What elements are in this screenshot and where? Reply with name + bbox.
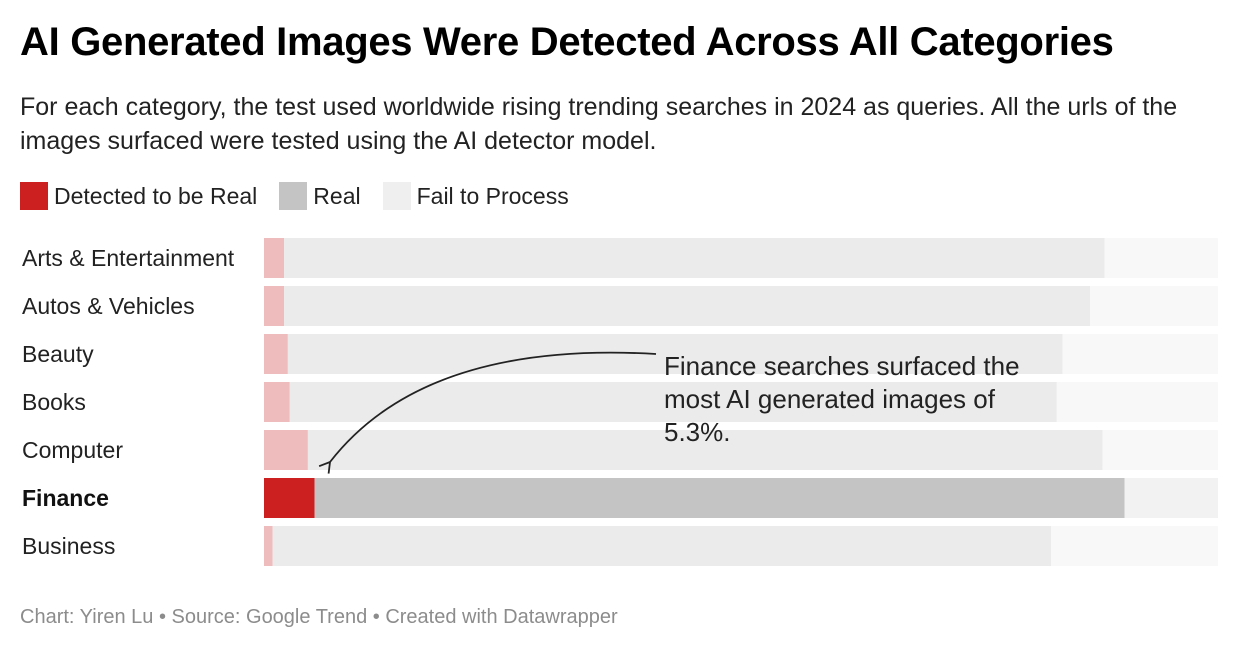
legend-swatch-real bbox=[279, 182, 308, 210]
bar-segment-beauty-real bbox=[287, 334, 1063, 374]
bar-segment-autos-vehicles-real bbox=[284, 286, 1091, 326]
bar-segment-autos-vehicles-detected-real bbox=[264, 286, 285, 326]
bar-segment-autos-vehicles-fail-to-process bbox=[1090, 286, 1218, 326]
legend-swatch-fail bbox=[382, 182, 411, 210]
category-label-business: Business bbox=[22, 533, 115, 559]
bar-segment-books-detected-real bbox=[264, 382, 290, 422]
annotation-arrow bbox=[318, 351, 657, 474]
bar-segment-finance-detected-real bbox=[264, 478, 315, 518]
legend-item-real: Real bbox=[279, 182, 361, 210]
category-label-autos-vehicles: Autos & Vehicles bbox=[22, 293, 195, 319]
legend: Detected to be Real Real Fail to Process bbox=[20, 182, 591, 210]
legend-item-ai: Detected to be Real bbox=[20, 182, 257, 210]
category-label-computer: Computer bbox=[22, 437, 123, 463]
category-label-beauty: Beauty bbox=[22, 341, 94, 367]
bar-segment-books-real bbox=[289, 382, 1057, 422]
category-label-arts-entertainment: Arts & Entertainment bbox=[22, 245, 235, 271]
legend-label-real: Real bbox=[313, 182, 361, 209]
bar-segment-arts-entertainment-detected-real bbox=[264, 238, 285, 278]
bar-segment-beauty-detected-real bbox=[264, 334, 288, 374]
bar-segment-arts-entertainment-fail-to-process bbox=[1104, 238, 1218, 278]
bar-segment-beauty-fail-to-process bbox=[1062, 334, 1218, 374]
legend-swatch-ai bbox=[20, 182, 48, 210]
bar-segment-finance-real bbox=[314, 478, 1125, 518]
bar-segment-business-detected-real bbox=[264, 526, 273, 566]
bar-segment-finance-fail-to-process bbox=[1124, 478, 1218, 518]
bar-segment-business-fail-to-process bbox=[1051, 526, 1218, 566]
legend-label-ai: Detected to be Real bbox=[54, 182, 258, 209]
chart-title: AI Generated Images Were Detected Across… bbox=[20, 20, 1114, 64]
bar-segment-computer-detected-real bbox=[264, 430, 308, 470]
chart-footer: Chart: Yiren Lu • Source: Google Trend •… bbox=[20, 606, 618, 628]
bar-segment-business-real bbox=[272, 526, 1052, 566]
category-label-finance: Finance bbox=[22, 485, 109, 511]
bar-segment-computer-fail-to-process bbox=[1102, 430, 1218, 470]
category-label-books: Books bbox=[22, 389, 86, 415]
legend-item-fail: Fail to Process bbox=[382, 182, 569, 210]
bar-segment-books-fail-to-process bbox=[1056, 382, 1218, 422]
legend-label-fail: Fail to Process bbox=[416, 182, 569, 209]
bar-segment-arts-entertainment-real bbox=[284, 238, 1105, 278]
annotation-text: Finance searches surfaced the most AI ge… bbox=[664, 351, 1020, 447]
chart-subtitle: For each category, the test used worldwi… bbox=[20, 93, 1178, 155]
bar-segment-computer-real bbox=[307, 430, 1103, 470]
